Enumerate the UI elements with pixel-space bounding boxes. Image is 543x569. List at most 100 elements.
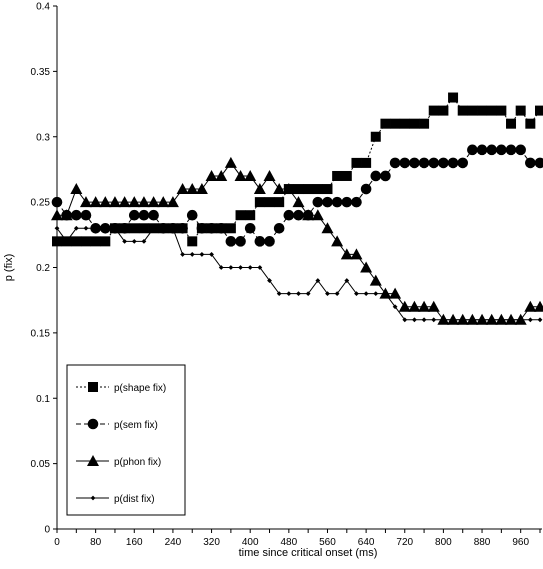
x-tick-label: 800 — [435, 537, 452, 548]
diamond-marker — [363, 291, 369, 297]
circle-marker — [447, 157, 459, 169]
circle-marker — [534, 157, 543, 169]
triangle-marker — [369, 274, 382, 286]
square-marker — [303, 184, 314, 195]
triangle-marker — [195, 183, 208, 195]
square-marker — [264, 197, 275, 208]
square-marker — [399, 118, 410, 129]
legend-item: p(shape fix) — [76, 382, 166, 394]
diamond-marker — [83, 225, 89, 231]
diamond-marker — [238, 265, 243, 270]
circle-marker — [177, 222, 188, 234]
y-axis-title: p (fix) — [3, 254, 15, 282]
circle-marker — [283, 209, 295, 221]
triangle-marker — [234, 169, 247, 181]
x-tick-label: 240 — [165, 537, 182, 548]
triangle-marker — [89, 196, 102, 208]
triangle-marker — [524, 300, 537, 312]
diamond-marker — [160, 225, 166, 231]
legend-label: p(sem fix) — [114, 420, 158, 431]
circle-marker — [438, 157, 449, 169]
diamond-marker — [315, 278, 321, 283]
square-marker — [438, 105, 449, 116]
diamond-marker — [431, 317, 437, 323]
diamond-marker — [296, 291, 301, 297]
circle-marker — [486, 144, 498, 156]
circle-marker — [341, 196, 353, 208]
y-tick-label: 0.4 — [36, 2, 50, 13]
circle-marker — [496, 144, 507, 156]
triangle-marker — [205, 169, 218, 181]
square-marker — [52, 236, 62, 247]
triangle-marker — [418, 300, 431, 312]
diamond-marker — [93, 225, 99, 231]
x-tick-label: 160 — [126, 537, 143, 548]
diamond-marker — [518, 317, 524, 323]
x-tick-label: 320 — [203, 537, 220, 548]
triangle-marker — [70, 183, 83, 195]
triangle-marker — [360, 261, 373, 273]
circle-marker — [418, 157, 430, 169]
diamond-marker — [383, 291, 388, 297]
diamond-marker — [102, 225, 108, 231]
circle-marker — [51, 196, 63, 208]
diamond-marker — [247, 265, 253, 270]
y-tick-label: 0.35 — [31, 67, 51, 78]
diamond-marker — [257, 265, 263, 270]
x-axis-ticks: 0 80 160 240 320 400 480 560 640 720 800 880 960 — [54, 529, 541, 548]
diamond-marker — [421, 317, 427, 323]
diamond-marker — [469, 317, 475, 323]
square-marker — [254, 197, 265, 208]
triangle-marker — [128, 196, 141, 208]
diamond-marker — [508, 317, 514, 323]
diamond-marker — [373, 291, 379, 297]
circle-marker — [148, 209, 159, 221]
square-marker — [515, 105, 526, 116]
diamond-marker — [392, 304, 398, 310]
circle-marker — [80, 209, 92, 221]
circle-marker — [515, 144, 526, 156]
circle-marker — [87, 418, 99, 430]
y-tick-label: 0.2 — [36, 263, 50, 274]
diamond-marker — [170, 225, 176, 231]
diamond-marker — [189, 252, 195, 257]
square-marker — [390, 118, 401, 129]
x-tick-label: 960 — [512, 537, 529, 548]
circle-marker — [186, 209, 198, 221]
x-tick-label: 400 — [242, 537, 259, 548]
series-2 — [51, 144, 543, 247]
x-axis-title: time since critical onset (ms) — [239, 547, 378, 559]
triangle-marker — [263, 169, 276, 181]
square-marker — [88, 382, 98, 392]
legend-items: p(shape fix) p(sem fix) p(phon fix) p(dist … — [76, 382, 166, 505]
diamond-marker — [112, 225, 118, 231]
square-marker — [100, 236, 111, 247]
x-tick-label: 560 — [319, 537, 336, 548]
triangle-marker — [99, 196, 112, 208]
diamond-marker — [344, 278, 350, 283]
y-tick-label: 0 — [44, 525, 50, 536]
square-marker — [506, 118, 517, 129]
triangle-marker — [176, 183, 189, 195]
diamond-marker — [276, 291, 282, 297]
diamond-marker — [73, 225, 79, 231]
square-marker — [496, 105, 507, 116]
triangle-marker — [302, 209, 315, 221]
triangle-marker — [51, 209, 63, 221]
triangle-marker — [350, 248, 363, 260]
square-marker — [225, 223, 236, 234]
legend-label: p(shape fix) — [114, 383, 166, 394]
square-marker — [477, 105, 488, 116]
legend-item: p(sem fix) — [76, 418, 158, 431]
circle-marker — [457, 157, 469, 169]
square-marker — [486, 105, 497, 116]
circle-marker — [312, 196, 324, 208]
diamond-marker — [54, 225, 60, 231]
square-marker — [274, 197, 285, 208]
triangle-marker — [118, 196, 131, 208]
circle-marker — [206, 222, 217, 234]
triangle-marker — [340, 248, 353, 260]
diamond-marker — [334, 291, 340, 297]
y-tick-label: 0.15 — [31, 328, 51, 339]
